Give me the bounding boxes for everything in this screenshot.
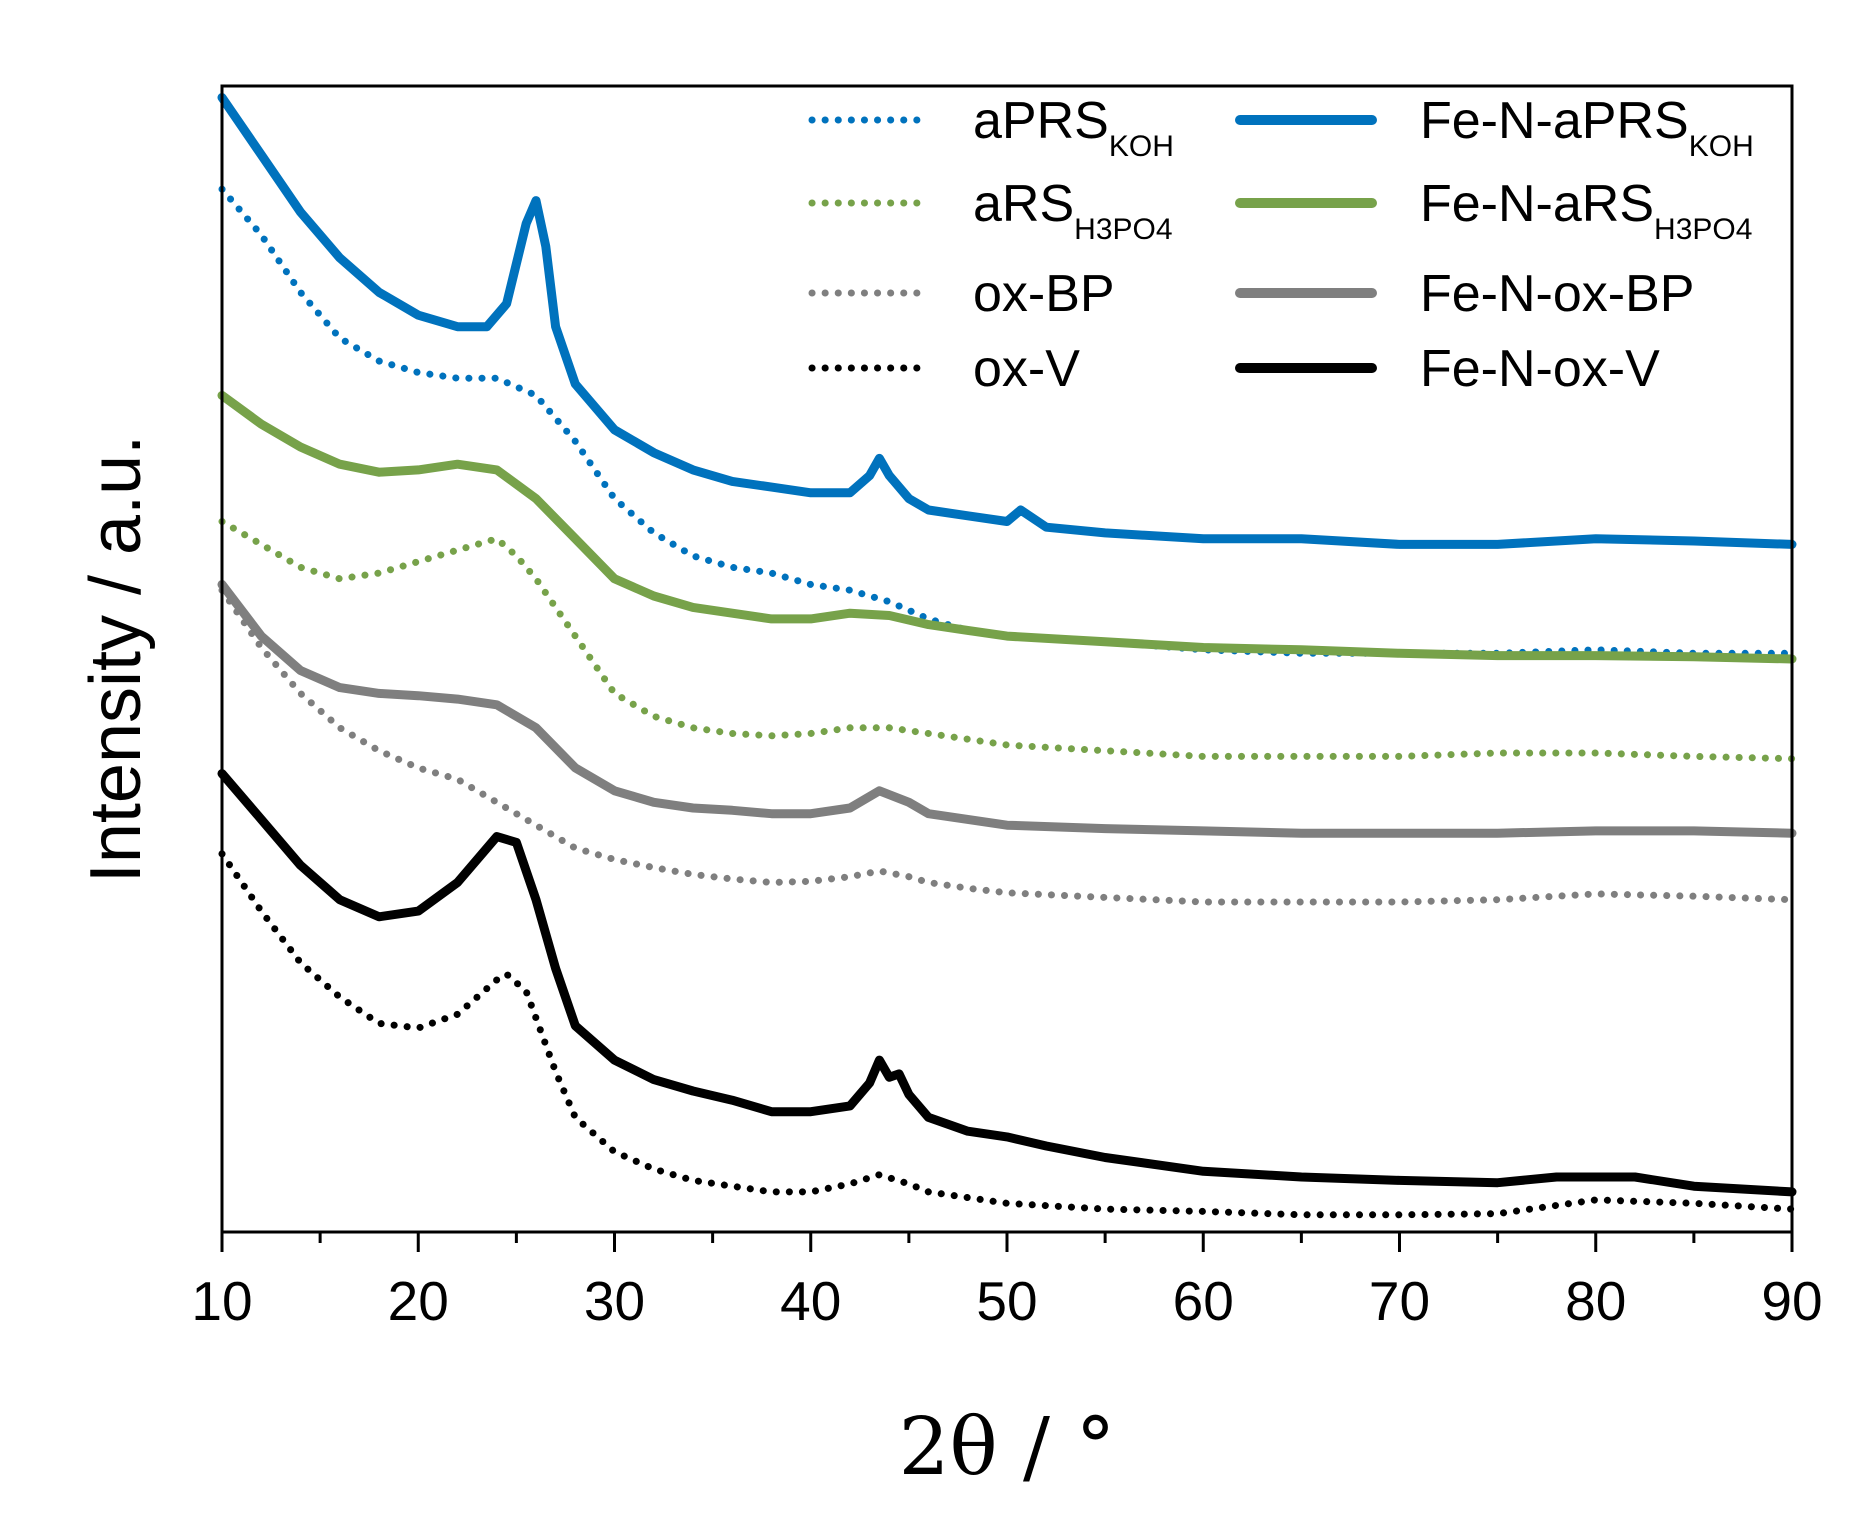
legend-label-ars-h3po4: aRSH3PO4 bbox=[973, 175, 1173, 246]
legend-subscript: H3PO4 bbox=[1074, 213, 1172, 246]
legend-name: Fe-N-ox-V bbox=[1420, 340, 1660, 398]
legend-name: Fe-N-aRS bbox=[1420, 175, 1654, 233]
legend-label-fe-n-ox-bp: Fe-N-ox-BP bbox=[1420, 265, 1694, 323]
x-axis-title: 2θ / ° bbox=[899, 1400, 1116, 1493]
legend-name: aPRS bbox=[973, 92, 1109, 150]
legend-name: ox-V bbox=[973, 340, 1080, 398]
legend: aPRSKOHaRSH3PO4ox-BPox-VFe-N-aPRSKOHFe-N… bbox=[808, 92, 1754, 398]
series-line-aprs-koh-dotted bbox=[218, 185, 1796, 657]
x-tick-label: 80 bbox=[1565, 1270, 1626, 1332]
legend-name: Fe-N-ox-BP bbox=[1420, 265, 1694, 323]
legend-label-fe-n-ars-h3po4: Fe-N-aRSH3PO4 bbox=[1420, 175, 1752, 246]
legend-name: Fe-N-aPRS bbox=[1420, 92, 1689, 150]
legend-label-aprs-koh: aPRSKOH bbox=[973, 92, 1174, 163]
series-line-fe-n-aprs-koh-solid bbox=[217, 93, 1797, 549]
series-line-fe-n-ars-h3po4-solid bbox=[217, 390, 1797, 664]
series-line-ox-bp-dotted bbox=[218, 586, 1796, 906]
x-tick-label: 90 bbox=[1761, 1270, 1822, 1332]
x-tick-label: 40 bbox=[780, 1270, 841, 1332]
series-line-fe-n-ox-v-solid bbox=[217, 769, 1797, 1197]
x-tick-label: 70 bbox=[1369, 1270, 1430, 1332]
legend-label-ox-bp: ox-BP bbox=[973, 265, 1115, 323]
legend-subscript: KOH bbox=[1689, 130, 1754, 163]
series-line-ars-h3po4-dotted bbox=[218, 518, 1796, 763]
x-tick-label: 30 bbox=[584, 1270, 645, 1332]
series-line-ox-v-dotted bbox=[218, 850, 1796, 1219]
series-layer bbox=[217, 93, 1797, 1219]
series-line-fe-n-ox-bp-solid bbox=[217, 580, 1797, 838]
x-tick-label: 60 bbox=[1173, 1270, 1234, 1332]
x-axis: 10 20 30 40 50 60 70 80 90 bbox=[191, 1232, 1823, 1332]
legend-subscript: H3PO4 bbox=[1654, 213, 1752, 246]
legend-name: ox-BP bbox=[973, 265, 1115, 323]
legend-label-fe-n-aprs-koh: Fe-N-aPRSKOH bbox=[1420, 92, 1754, 163]
legend-subscript: KOH bbox=[1109, 130, 1174, 163]
x-tick-label: 50 bbox=[976, 1270, 1037, 1332]
legend-label-fe-n-ox-v: Fe-N-ox-V bbox=[1420, 340, 1660, 398]
x-tick-label: 20 bbox=[388, 1270, 449, 1332]
legend-label-ox-v: ox-V bbox=[973, 340, 1080, 398]
y-axis-title: Intensity / a.u. bbox=[76, 435, 156, 883]
legend-name: aRS bbox=[973, 175, 1074, 233]
x-tick-label: 10 bbox=[191, 1270, 252, 1332]
